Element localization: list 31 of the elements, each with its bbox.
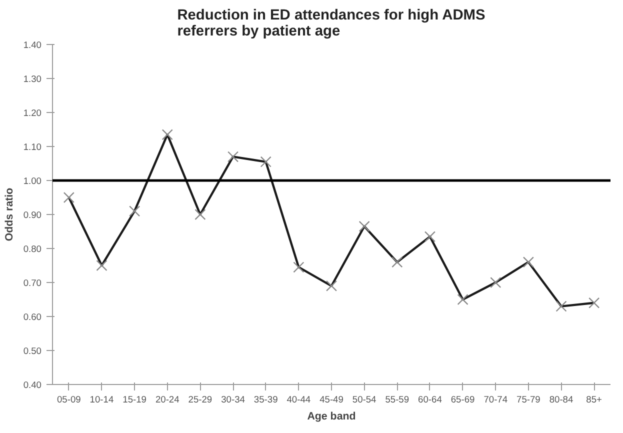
y-axis-title: Odds ratio bbox=[3, 187, 16, 242]
x-tick-label: 65-69 bbox=[450, 394, 475, 404]
x-tick-label: 30-34 bbox=[221, 394, 245, 404]
x-tick-label: 80-84 bbox=[549, 394, 574, 404]
y-tick-label: 1.20 bbox=[23, 108, 42, 118]
y-tick-label: 1.40 bbox=[23, 40, 42, 50]
y-tick-label: 1.00 bbox=[23, 176, 42, 186]
x-tick-label: 35-39 bbox=[254, 394, 278, 404]
x-tick-label: 75-79 bbox=[516, 394, 540, 404]
x-tick-label: 45-49 bbox=[320, 394, 344, 404]
y-tick-label: 0.50 bbox=[23, 346, 42, 356]
y-tick-label: 1.10 bbox=[23, 142, 42, 152]
x-tick-label: 25-29 bbox=[188, 394, 212, 404]
x-tick-label: 85+ bbox=[586, 394, 602, 404]
x-tick-label: 50-54 bbox=[352, 394, 376, 404]
x-tick-label: 60-64 bbox=[418, 394, 442, 404]
x-tick-label: 55-59 bbox=[385, 394, 410, 404]
x-tick-label: 15-19 bbox=[122, 394, 146, 404]
y-tick-label: 0.60 bbox=[23, 312, 42, 322]
chart-title: Reduction in ED attendances for high ADMS referrers by patient age bbox=[177, 8, 486, 40]
x-tick-label: 70-74 bbox=[484, 394, 508, 404]
x-tick-label: 20-24 bbox=[155, 394, 180, 404]
x-tick-label: 05-09 bbox=[56, 394, 81, 404]
x-tick-label: 10-14 bbox=[90, 394, 114, 404]
y-tick-label: 0.80 bbox=[23, 244, 42, 254]
y-tick-label: 0.40 bbox=[23, 380, 42, 390]
y-tick-label: 1.30 bbox=[23, 74, 42, 84]
y-tick-label: 0.90 bbox=[23, 210, 42, 220]
y-tick-label: 0.70 bbox=[23, 278, 42, 288]
x-tick-label: 40-44 bbox=[286, 394, 311, 404]
x-axis-title: Age band bbox=[307, 410, 356, 422]
